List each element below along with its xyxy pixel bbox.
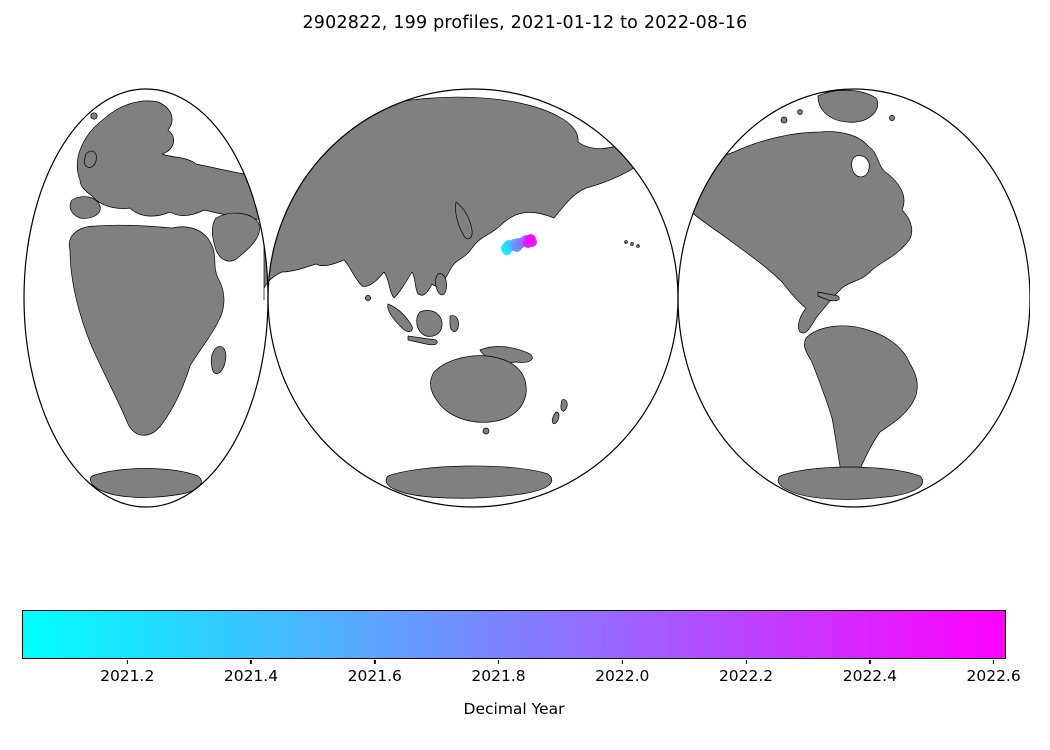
colorbar-gradient (22, 610, 1006, 659)
island-nz-north (560, 399, 568, 412)
island-cuba (817, 291, 840, 302)
colorbar-tick: 2022.0 (595, 659, 649, 685)
colorbar-tick: 2022.6 (966, 659, 1021, 685)
continents (68, 89, 924, 500)
continent-north-america (671, 131, 913, 334)
island-hawaii-3 (636, 244, 640, 248)
colorbar-tick: 2021.8 (471, 659, 526, 685)
continent-africa (68, 224, 225, 436)
island-java (407, 335, 438, 346)
region-iberia (69, 196, 101, 219)
colorbar-label: Decimal Year (463, 700, 565, 718)
island-philippines (435, 273, 447, 296)
region-arabia (211, 212, 260, 262)
island-nz-south (551, 411, 560, 425)
figure-title: 2902822, 199 profiles, 2021-01-12 to 202… (302, 13, 748, 33)
island-sulawesi (449, 315, 459, 332)
colorbar-tick: 2021.6 (348, 659, 402, 685)
continent-europe (76, 100, 267, 221)
colorbar-tick: 2022.2 (719, 659, 773, 685)
continent-asia (263, 96, 655, 301)
island-arctic-2 (797, 109, 803, 115)
profile-point (525, 235, 535, 245)
colorbar-tick: 2021.4 (224, 659, 278, 685)
island-arctic-1 (780, 116, 788, 124)
colorbar-ticks: 2021.2 2021.4 2021.6 2021.8 2022.0 2022.2 2022… (22, 659, 1021, 688)
island-hawaii-2 (630, 242, 634, 246)
island-britain (83, 150, 97, 168)
island-borneo (416, 310, 443, 337)
colorbar-tick: 2021.2 (100, 659, 154, 685)
island-iceland (90, 112, 98, 120)
continent-australia (430, 355, 527, 423)
island-greenland (817, 89, 879, 123)
island-madagascar (210, 346, 227, 375)
hudson-bay (851, 155, 870, 178)
map-lobe-outlines (23, 88, 1030, 508)
island-japan (455, 201, 473, 240)
antarctica-lobe3 (777, 466, 924, 500)
island-hawaii-1 (624, 240, 628, 244)
world-map (23, 88, 1030, 508)
profile-scatter-points (501, 234, 537, 255)
island-tasmania (482, 427, 490, 435)
island-arctic-3 (889, 115, 895, 121)
island-srilanka (365, 295, 371, 301)
antarctica-lobe1 (90, 468, 202, 498)
antarctica-lobe2 (385, 465, 553, 499)
island-sumatra (387, 303, 413, 332)
continent-south-america (804, 325, 918, 485)
colorbar-tick: 2022.4 (843, 659, 897, 685)
